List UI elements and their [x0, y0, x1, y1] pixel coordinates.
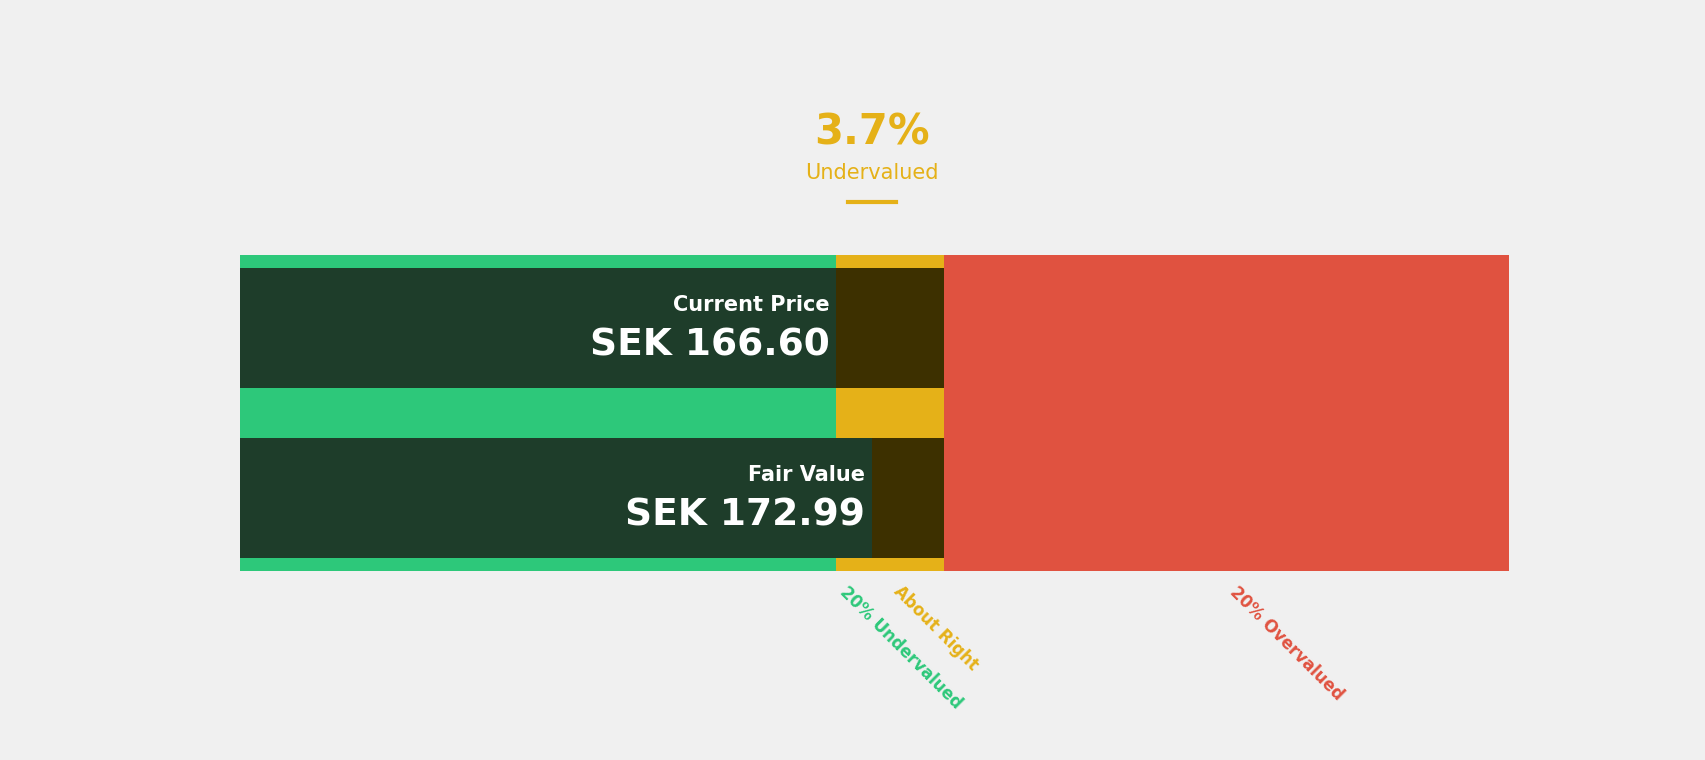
- Bar: [239, 255, 835, 571]
- Text: Fair Value: Fair Value: [748, 464, 864, 485]
- Text: 20% Undervalued: 20% Undervalued: [835, 583, 965, 712]
- Text: Undervalued: Undervalued: [805, 163, 938, 183]
- Text: SEK 172.99: SEK 172.99: [626, 498, 864, 534]
- Bar: [943, 255, 1509, 571]
- Text: 20% Overvalued: 20% Overvalued: [1226, 583, 1347, 704]
- Bar: [239, 438, 871, 558]
- Text: Current Price: Current Price: [672, 295, 829, 315]
- Bar: [835, 268, 943, 388]
- Bar: [835, 255, 943, 571]
- Text: 3.7%: 3.7%: [813, 111, 929, 154]
- Text: SEK 166.60: SEK 166.60: [590, 328, 829, 364]
- Bar: [239, 268, 835, 388]
- Bar: [871, 438, 943, 558]
- Text: About Right: About Right: [890, 583, 982, 675]
